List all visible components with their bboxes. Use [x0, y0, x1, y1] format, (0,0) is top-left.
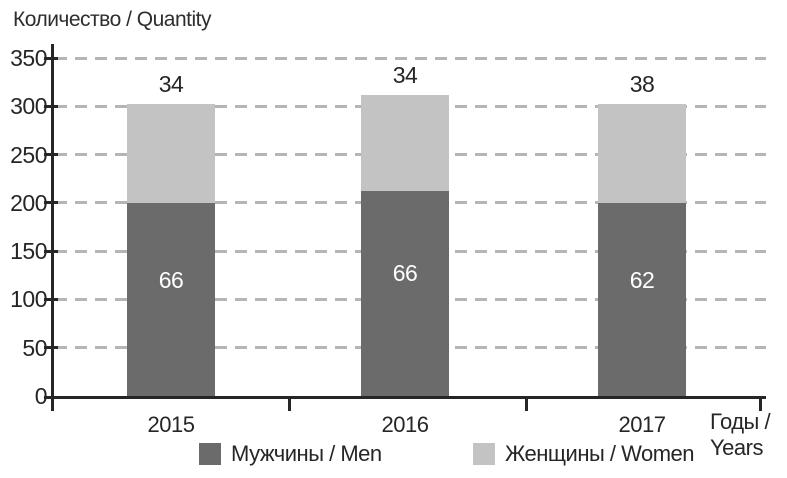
bar-segment-men-2016: [361, 191, 449, 396]
x-category-label-2017: 2017: [618, 412, 666, 437]
bar-segment-women-2015: [127, 104, 215, 203]
x-axis-title-line2: Years: [710, 435, 763, 460]
x-tick-mark-2: [758, 396, 762, 411]
legend-label-men: Мужчины / Men: [231, 441, 382, 466]
x-category-label-2015: 2015: [147, 412, 195, 437]
legend-item-men: Мужчины / Men: [199, 441, 382, 467]
y-tick-label-150: 150: [10, 238, 47, 265]
chart-title: Количество / Quantity: [13, 8, 211, 31]
bar-value-label-women-2016: 34: [392, 61, 418, 88]
x-axis-title: Годы / Years: [710, 409, 771, 461]
y-tick-label-250: 250: [10, 141, 47, 168]
y-tick-label-300: 300: [10, 93, 47, 120]
y-tick-mark-50: [44, 346, 58, 350]
y-tick-label-0: 0: [34, 383, 48, 409]
bar-value-label-men-2016: 66: [392, 260, 418, 287]
y-tick-mark-100: [44, 297, 58, 301]
bar-value-label-women-2015: 34: [158, 71, 184, 98]
x-tick-mark-1: [524, 396, 528, 411]
legend-swatch-men: [199, 443, 221, 465]
y-tick-mark-300: [44, 104, 58, 108]
bar-segment-men-2015: [127, 202, 215, 396]
legend-label-women: Женщины / Women: [505, 441, 695, 466]
x-category-label-2016: 2016: [381, 412, 429, 437]
y-tick-mark-150: [44, 249, 58, 253]
y-tick-mark-200: [44, 201, 58, 205]
bar-value-label-men-2017: 62: [629, 267, 655, 294]
x-axis-title-line1: Годы /: [710, 409, 771, 434]
legend-swatch-women: [473, 443, 495, 465]
bar-value-label-men-2015: 66: [158, 267, 184, 294]
gridline-350: [55, 56, 766, 60]
x-tick-mark-0: [287, 396, 291, 411]
bar-segment-men-2017: [598, 202, 686, 396]
bar-segment-women-2017: [598, 104, 686, 203]
y-tick-mark-350: [44, 56, 58, 60]
y-tick-label-50: 50: [22, 334, 47, 361]
y-tick-label-350: 350: [10, 45, 47, 71]
y-axis-line: [51, 44, 54, 411]
bar-value-label-women-2017: 38: [629, 71, 655, 98]
bar-segment-women-2016: [361, 94, 449, 192]
x-axis-line: [44, 396, 766, 399]
legend-item-women: Женщины / Women: [473, 441, 695, 467]
y-tick-label-200: 200: [10, 189, 47, 216]
y-tick-label-100: 100: [10, 286, 47, 313]
y-tick-mark-250: [44, 153, 58, 157]
